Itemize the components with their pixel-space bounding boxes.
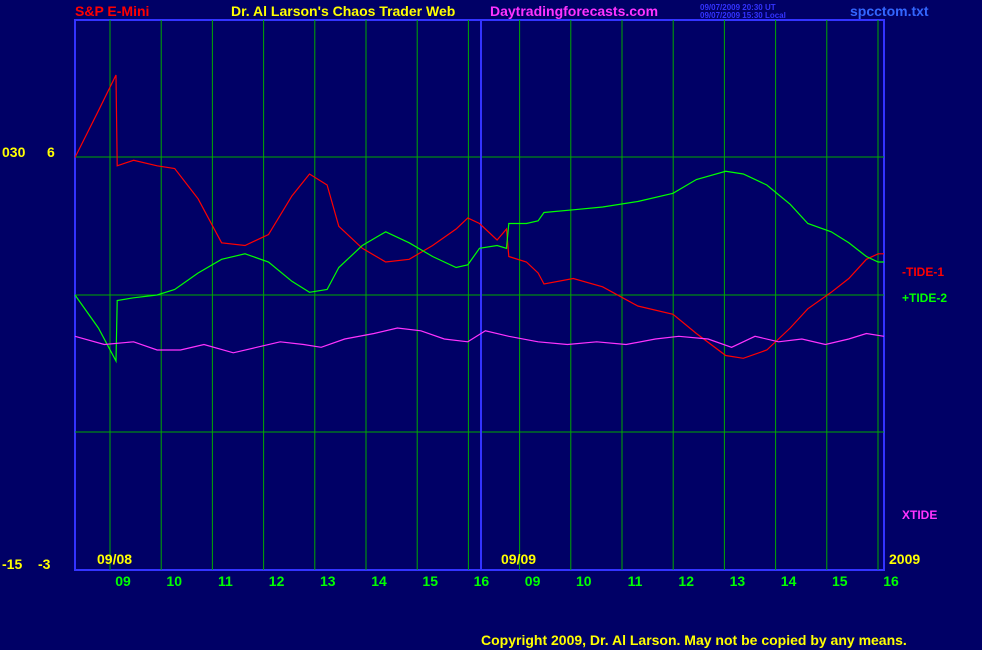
timestamp-local: 09/07/2009 15:30 Local <box>700 11 786 20</box>
symbol-title: S&P E-Mini <box>75 3 150 19</box>
x-tick-label: 09 <box>525 573 541 589</box>
x-tick-label: 12 <box>269 573 285 589</box>
x-tick-label: 15 <box>422 573 438 589</box>
y-axis-outer-top: 030 <box>2 144 26 160</box>
x-tick-label: 12 <box>678 573 694 589</box>
y-axis-inner-bottom: -3 <box>38 556 51 572</box>
x-tick-label: 11 <box>218 573 233 589</box>
timestamp-ut: 09/07/2009 20:30 UT <box>700 3 776 12</box>
chart-labels: 09 10 11 12 13 14 15 16 09 10 11 12 13 14 15 16 09/08 09/… <box>2 144 947 589</box>
x-tick-label: 14 <box>781 573 797 589</box>
series-line-tide1 <box>74 74 884 359</box>
site-title[interactable]: Daytradingforecasts.com <box>490 3 659 19</box>
date-label: 09/08 <box>97 551 132 567</box>
x-tick-label: 09 <box>115 573 131 589</box>
legend-label: XTIDE <box>902 508 937 522</box>
x-tick-label: 16 <box>883 573 899 589</box>
x-tick-label: 14 <box>371 573 387 589</box>
x-tick-label: 15 <box>832 573 848 589</box>
x-tick-label: 10 <box>576 573 592 589</box>
x-tick-label: 10 <box>166 573 182 589</box>
chart-series <box>74 74 885 364</box>
x-tick-label: 11 <box>628 573 643 589</box>
copyright-notice: Copyright 2009, Dr. Al Larson. May not b… <box>481 632 907 648</box>
y-axis-outer-bottom: -15 <box>2 556 22 572</box>
chart-title: Dr. Al Larson's Chaos Trader Web <box>231 3 456 19</box>
legend-label: +TIDE-2 <box>902 291 947 305</box>
file-name: spcctom.txt <box>850 3 929 19</box>
legend-label: -TIDE-1 <box>902 265 944 279</box>
series-line-xtide <box>74 327 885 354</box>
x-tick-label: 13 <box>730 573 746 589</box>
chart-grid <box>74 19 885 571</box>
year-label: 2009 <box>889 551 920 567</box>
y-axis-inner-top: 6 <box>47 144 55 160</box>
series-line-tide2 <box>74 170 884 364</box>
x-tick-label: 13 <box>320 573 336 589</box>
x-tick-label: 16 <box>474 573 490 589</box>
date-label: 09/09 <box>501 551 536 567</box>
